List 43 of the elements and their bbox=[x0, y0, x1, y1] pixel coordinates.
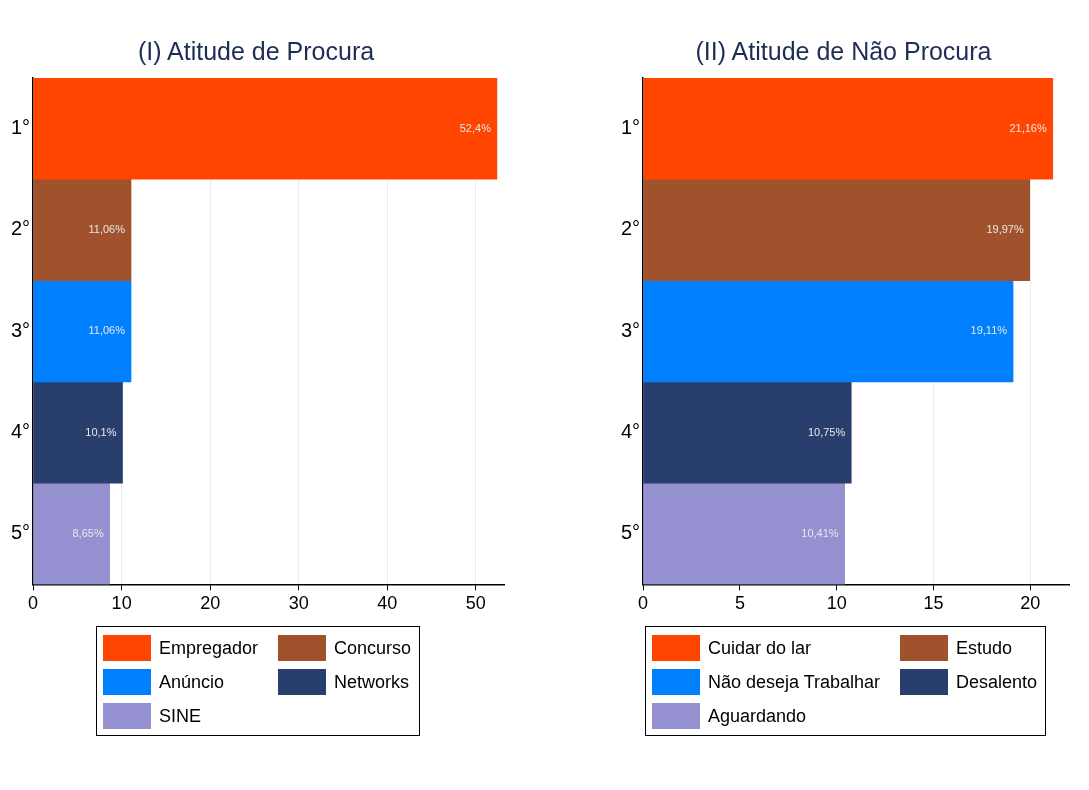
legend-label: Aguardando bbox=[707, 705, 806, 727]
legend-label: Networks bbox=[334, 671, 410, 693]
legend-label: Empregador bbox=[158, 637, 258, 659]
legend-label: Não deseja Trabalhar bbox=[707, 671, 881, 693]
x-tick-label: 0 bbox=[28, 593, 39, 614]
data-label: 11,06% bbox=[88, 324, 126, 337]
x-tick-label: 15 bbox=[923, 593, 944, 614]
x-tick-label: 0 bbox=[638, 593, 649, 614]
y-tick-label: 2° bbox=[11, 217, 31, 240]
y-tick-label: 1° bbox=[11, 116, 31, 139]
legend-label: SINE bbox=[158, 705, 201, 727]
x-tick-label: 40 bbox=[377, 593, 398, 614]
chart-title: (II) Atitude de Não Procura bbox=[695, 36, 992, 65]
legend-label: Estudo bbox=[956, 637, 1013, 659]
chart-title: (I) Atitude de Procura bbox=[137, 36, 375, 65]
y-tick-label: 4° bbox=[11, 420, 31, 442]
legend-label: Cuidar do lar bbox=[707, 637, 811, 659]
data-label: 52,4% bbox=[459, 121, 492, 134]
legend-label: Desalento bbox=[956, 671, 1038, 693]
x-tick-label: 5 bbox=[734, 593, 745, 614]
data-label: 19,11% bbox=[970, 324, 1008, 337]
data-label: 11,06% bbox=[88, 222, 126, 235]
y-tick-label: 3° bbox=[11, 318, 31, 341]
y-tick-label: 4° bbox=[621, 420, 641, 442]
data-label: 10,1% bbox=[85, 425, 117, 438]
data-label: 19,97% bbox=[986, 222, 1024, 235]
x-tick-label: 20 bbox=[200, 593, 221, 614]
y-tick-label: 5° bbox=[11, 521, 31, 544]
data-label: 8,65% bbox=[72, 526, 104, 539]
x-tick-label: 10 bbox=[826, 593, 847, 614]
data-label: 10,75% bbox=[807, 425, 846, 438]
data-label: 21,16% bbox=[1009, 121, 1047, 134]
y-tick-label: 2° bbox=[621, 217, 641, 240]
x-tick-label: 20 bbox=[1020, 593, 1041, 614]
x-tick-label: 50 bbox=[465, 593, 486, 614]
y-tick-label: 3° bbox=[621, 318, 641, 341]
x-tick-label: 30 bbox=[288, 593, 309, 614]
y-tick-label: 1° bbox=[621, 116, 641, 139]
x-tick-label: 10 bbox=[111, 593, 132, 614]
y-tick-label: 5° bbox=[621, 521, 641, 544]
legend-label: Anúncio bbox=[158, 671, 224, 693]
legend-label: Concurso bbox=[334, 637, 412, 659]
data-label: 10,41% bbox=[801, 526, 839, 539]
